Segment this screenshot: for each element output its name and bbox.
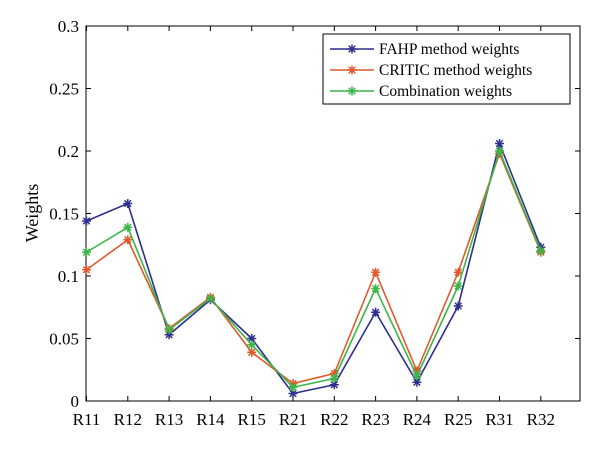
y-tick-label: 0.3 xyxy=(58,17,79,36)
y-axis: 0 0.05 0.1 0.15 0.2 0.25 0.3 xyxy=(49,17,580,411)
x-tick-label: R11 xyxy=(73,410,101,429)
series-layer xyxy=(82,139,546,398)
data-point xyxy=(453,281,463,291)
y-tick-label: 0.2 xyxy=(58,142,79,161)
data-point xyxy=(164,325,174,335)
legend-label: FAHP method weights xyxy=(379,41,519,58)
data-point xyxy=(205,294,215,303)
data-point xyxy=(247,340,257,350)
data-point xyxy=(371,284,381,293)
data-point xyxy=(123,199,133,208)
data-point xyxy=(123,235,133,245)
x-tick-label: R32 xyxy=(527,410,555,429)
x-tick-label: R22 xyxy=(320,410,348,429)
data-point xyxy=(123,222,133,232)
data-point xyxy=(412,377,422,387)
legend-marker xyxy=(347,44,357,54)
legend-label: CRITIC method weights xyxy=(379,62,532,79)
data-point xyxy=(371,267,381,277)
data-point xyxy=(495,146,504,156)
x-axis: R11 R12 R13 R14 R15 R21 R22 R23 R24 R25 R31 R32 xyxy=(73,26,555,429)
data-point xyxy=(329,374,339,383)
data-point xyxy=(82,216,91,226)
y-tick-label: 0 xyxy=(71,392,80,411)
x-tick-label: R21 xyxy=(279,410,307,429)
data-point xyxy=(247,334,257,343)
x-tick-label: R13 xyxy=(155,410,183,429)
data-point xyxy=(453,267,463,277)
data-point xyxy=(247,347,257,357)
legend-entry: FAHP method weights xyxy=(330,41,519,58)
y-tick-label: 0.25 xyxy=(49,80,79,99)
y-axis-label: Weights xyxy=(22,184,42,243)
x-tick-label: R24 xyxy=(403,410,432,429)
legend-entry: CRITIC method weights xyxy=(330,62,532,79)
data-point xyxy=(495,139,504,148)
data-point xyxy=(82,247,91,257)
data-point xyxy=(412,371,422,381)
legend-box xyxy=(322,33,571,105)
x-tick-label: R12 xyxy=(114,410,142,429)
y-tick-label: 0.05 xyxy=(49,330,79,349)
legend: FAHP method weights CRITIC method weights… xyxy=(322,33,571,105)
legend-marker xyxy=(347,65,357,75)
x-tick-label: R31 xyxy=(485,410,513,429)
legend-label: Combination weights xyxy=(379,83,512,100)
y-tick-label: 0.15 xyxy=(49,205,79,224)
data-point xyxy=(371,307,381,317)
series-line xyxy=(86,150,542,389)
data-point xyxy=(536,246,546,256)
data-point xyxy=(82,265,91,275)
y-tick-label: 0.1 xyxy=(58,267,79,286)
x-tick-label: R25 xyxy=(444,410,472,429)
data-point xyxy=(453,301,463,311)
series-3 xyxy=(82,146,546,392)
data-point xyxy=(288,382,298,392)
x-tick-label: R14 xyxy=(196,410,225,429)
legend-entry: Combination weights xyxy=(330,83,512,100)
x-tick-label: R15 xyxy=(238,410,266,429)
x-tick-label: R23 xyxy=(361,410,389,429)
legend-marker xyxy=(347,86,357,96)
